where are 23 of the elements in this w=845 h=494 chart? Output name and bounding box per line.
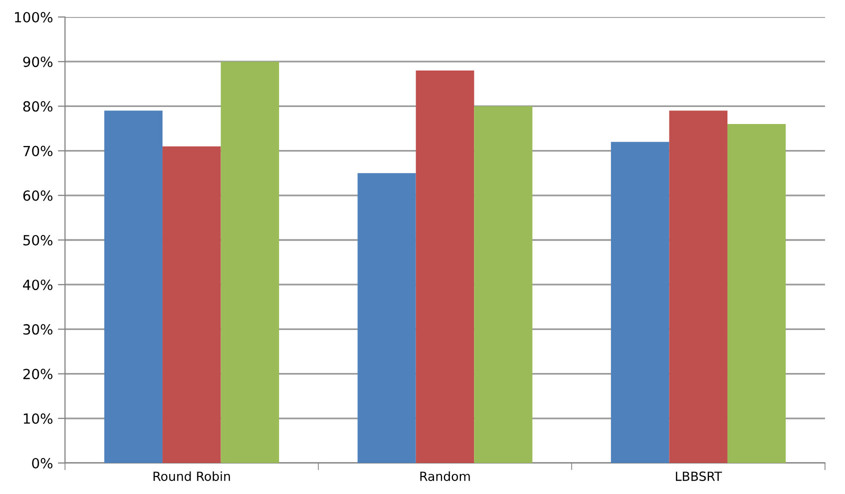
y-tick-label: 70% bbox=[23, 146, 52, 156]
x-tick-label: LBBSRT bbox=[676, 472, 722, 482]
bar bbox=[162, 146, 221, 463]
bar bbox=[104, 110, 163, 463]
y-tick-label: 10% bbox=[24, 413, 52, 424]
y-tick-label: 60% bbox=[23, 190, 52, 201]
x-tick-label: Round Robin bbox=[154, 471, 230, 482]
bar bbox=[358, 173, 416, 463]
bar bbox=[220, 62, 280, 463]
bar bbox=[610, 142, 670, 463]
bar bbox=[727, 124, 786, 463]
y-tick-label: 50% bbox=[23, 234, 52, 246]
y-tick-label: 30% bbox=[23, 324, 52, 335]
bar bbox=[474, 106, 532, 463]
y-tick-label: 100% bbox=[15, 12, 52, 22]
y-tick-label: 90% bbox=[23, 56, 52, 68]
bar bbox=[416, 70, 474, 463]
y-tick-label: 40% bbox=[23, 280, 52, 290]
y-tick-label: 80% bbox=[23, 101, 52, 112]
bar bbox=[669, 110, 728, 463]
y-tick-label: 0% bbox=[32, 458, 52, 468]
x-tick-label: Random bbox=[420, 471, 470, 482]
y-tick-label: 20% bbox=[23, 368, 52, 380]
